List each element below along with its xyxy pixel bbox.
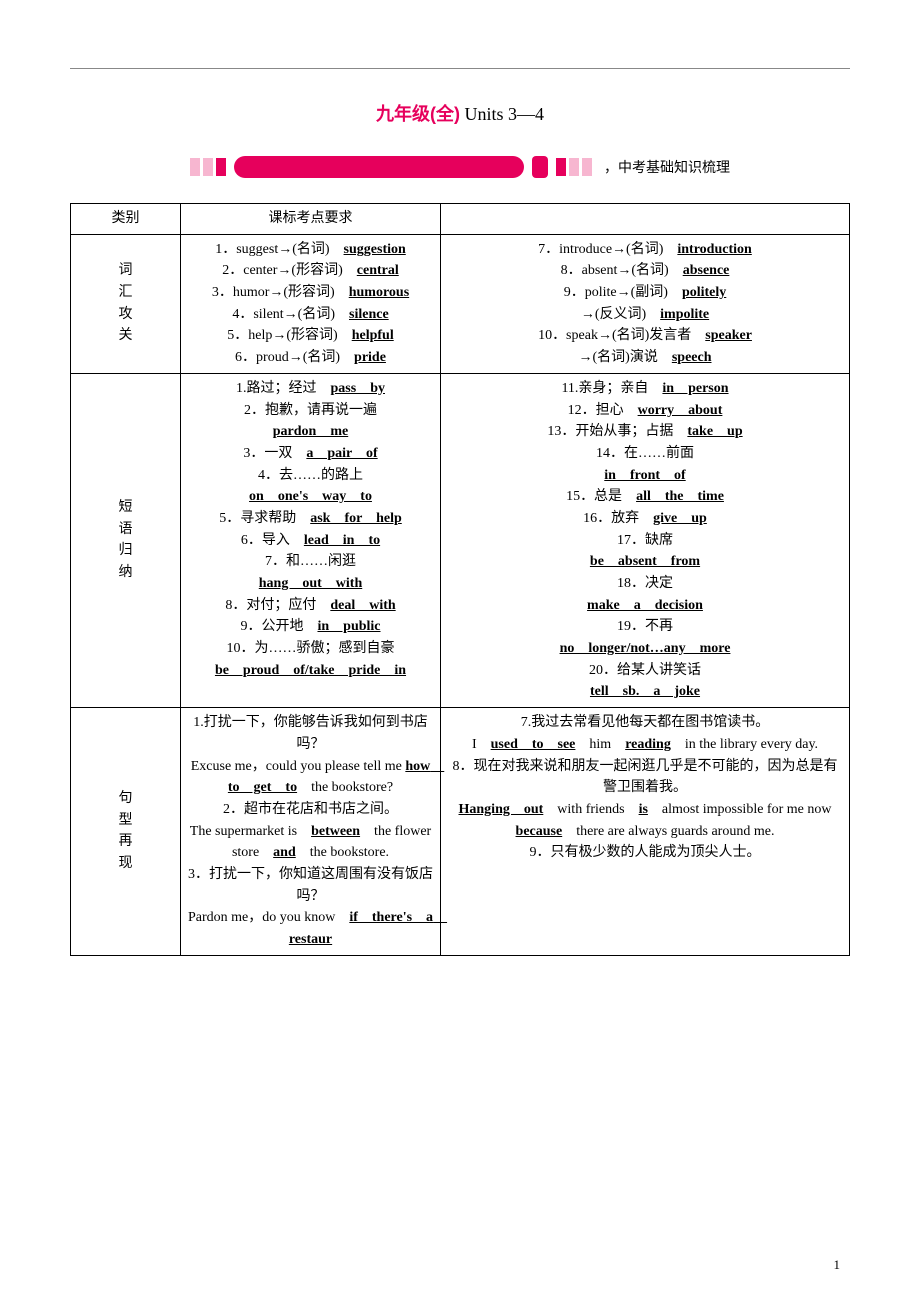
label-char: 词 [77, 260, 174, 282]
square-pink [203, 158, 213, 176]
row-sentences: 句 型 再 现 1.打扰一下，你能够告诉我如何到书店吗？Excuse me，co… [71, 708, 850, 956]
label-char: 短 [77, 497, 174, 519]
row-vocabulary: 词 汇 攻 关 1．suggest→(名词) suggestion2．cente… [71, 234, 850, 373]
page-number: 1 [834, 1257, 841, 1273]
banner-bar-short [532, 156, 548, 178]
title-red: 九年级(全) [376, 104, 460, 124]
title-black: Units 3—4 [460, 104, 544, 124]
page-title: 九年级(全) Units 3—4 [70, 100, 850, 126]
row2-left-cell: 1.路过；经过 pass by2．抱歉，请再说一遍pardon me3．一双 a… [181, 373, 441, 707]
main-table: 类别 课标考点要求 词 汇 攻 关 1．suggest→(名词) suggest… [70, 203, 850, 956]
row2-right-cell: 11.亲身；亲自 in person12．担心 worry about13．开始… [441, 373, 850, 707]
section-banner: ，中考基础知识梳理 [70, 156, 850, 178]
label-char: 再 [77, 831, 174, 853]
banner-left-squares [190, 158, 226, 176]
header-col1: 类别 [71, 204, 181, 235]
header-col2: 课标考点要求 [181, 204, 441, 235]
header-col3-empty [441, 204, 850, 235]
square-pink [569, 158, 579, 176]
label-char: 型 [77, 810, 174, 832]
row3-right-cell: 7.我过去常看见他每天都在图书馆读书。I used to see him rea… [441, 708, 850, 956]
label-char: 句 [77, 788, 174, 810]
row3-left-cell: 1.打扰一下，你能够告诉我如何到书店吗？Excuse me，could you … [181, 708, 441, 956]
banner-suffix-text: ，中考基础知识梳理 [604, 157, 730, 177]
label-char: 现 [77, 853, 174, 875]
row-phrases: 短 语 归 纳 1.路过；经过 pass by2．抱歉，请再说一遍pardon … [71, 373, 850, 707]
banner-right-squares [556, 158, 592, 176]
row3-label: 句 型 再 现 [71, 708, 181, 956]
row2-label: 短 语 归 纳 [71, 373, 181, 707]
table-header-row: 类别 课标考点要求 [71, 204, 850, 235]
label-char: 攻 [77, 304, 174, 326]
label-char: 归 [77, 540, 174, 562]
square-magenta [216, 158, 226, 176]
row1-label: 词 汇 攻 关 [71, 234, 181, 373]
label-char: 语 [77, 519, 174, 541]
row1-right-cell: 7．introduce→(名词) introduction8．absent→(名… [441, 234, 850, 373]
square-pink [190, 158, 200, 176]
label-char: 汇 [77, 282, 174, 304]
row1-left-cell: 1．suggest→(名词) suggestion2．center→(形容词) … [181, 234, 441, 373]
banner-bar-long [234, 156, 524, 178]
label-char: 纳 [77, 562, 174, 584]
square-pink [582, 158, 592, 176]
square-magenta [556, 158, 566, 176]
label-char: 关 [77, 325, 174, 347]
top-rule [70, 68, 850, 69]
